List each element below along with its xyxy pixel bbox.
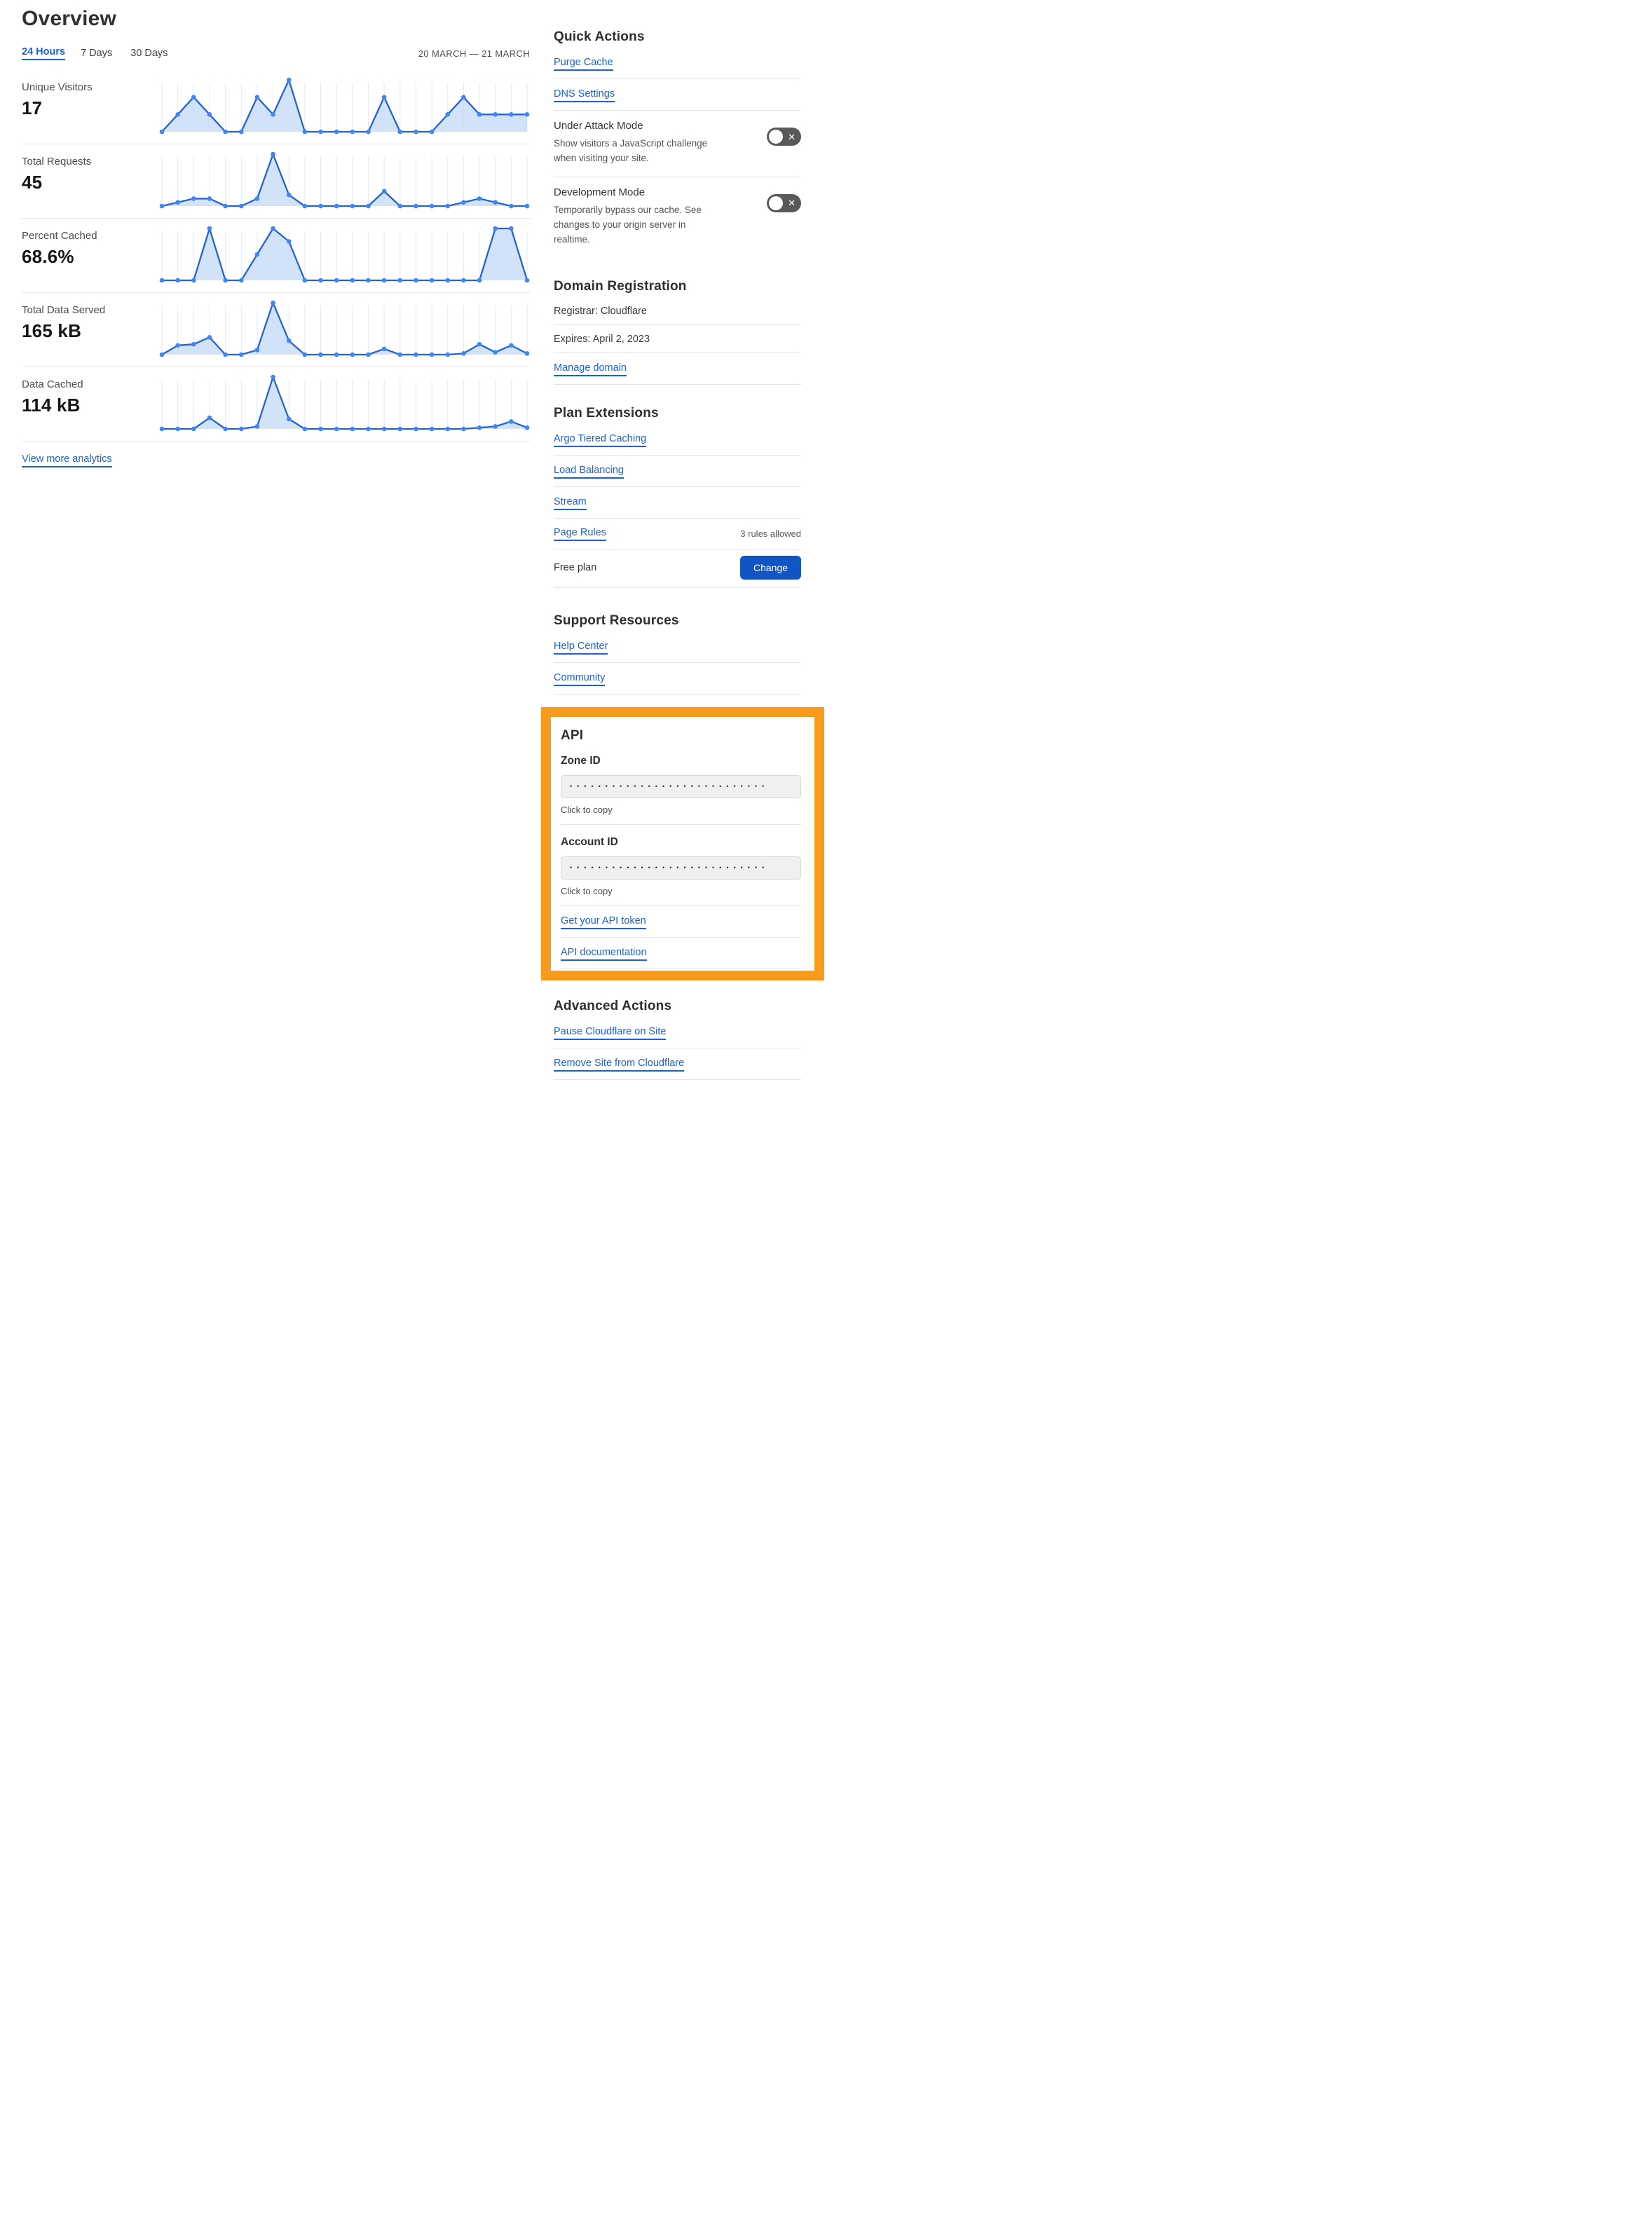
account-id-field[interactable]: •••••••••••••••••••••••••••• <box>561 856 801 880</box>
api-section-highlighted: API Zone ID ••••••••••••••••••••••••••••… <box>541 706 824 980</box>
purge-cache-link[interactable]: Purge Cache <box>554 57 613 71</box>
sparkline-chart-data-cached <box>159 370 530 440</box>
tab-7-days[interactable]: 7 Days <box>81 48 113 59</box>
metric-label: Total Data Served <box>22 304 106 316</box>
community-link[interactable]: Community <box>554 672 606 686</box>
page-rules-link[interactable]: Page Rules <box>554 527 606 541</box>
metric-value: 165 kB <box>22 320 82 341</box>
api-documentation-link[interactable]: API documentation <box>561 947 647 961</box>
metric-label: Data Cached <box>22 378 83 390</box>
change-plan-button[interactable]: Change <box>739 555 801 580</box>
zone-id-label: Zone ID <box>561 754 601 767</box>
metric-label: Percent Cached <box>22 230 97 242</box>
sparkline-chart-percent-cached <box>159 221 530 292</box>
sparkline-chart-total-requests <box>159 147 530 217</box>
free-plan-label: Free plan <box>554 561 597 573</box>
stream-link[interactable]: Stream <box>554 496 587 510</box>
under-attack-mode-toggle[interactable]: ✕ <box>767 128 801 146</box>
manage-domain-link[interactable]: Manage domain <box>554 362 627 376</box>
support-resources-heading: Support Resources <box>554 613 679 628</box>
tab-30-days[interactable]: 30 Days <box>130 48 168 59</box>
metric-value: 68.6% <box>22 246 74 267</box>
plan-row: Free plan Change <box>554 549 801 588</box>
metric-label: Unique Visitors <box>22 81 93 93</box>
metric-row-unique-visitors: Unique Visitors 17 <box>22 70 530 144</box>
view-more-analytics-link[interactable]: View more analytics <box>22 453 112 467</box>
metric-label: Total Requests <box>22 156 92 167</box>
registrar-info: Registrar: Cloudflare <box>554 297 801 325</box>
metric-value: 17 <box>22 97 43 118</box>
expires-info: Expires: April 2, 2023 <box>554 325 801 353</box>
masked-account-id-value: •••••••••••••••••••••••••••• <box>570 863 770 871</box>
development-mode-toggle[interactable]: ✕ <box>767 193 801 212</box>
toggle-knob <box>769 196 783 210</box>
help-center-link[interactable]: Help Center <box>554 641 608 655</box>
toggle-x-icon: ✕ <box>788 131 796 142</box>
load-balancing-link[interactable]: Load Balancing <box>554 465 624 479</box>
metric-value: 114 kB <box>22 395 81 416</box>
metrics-chart-list: Unique Visitors 17 Total Requests 45 Per… <box>22 70 530 442</box>
under-attack-mode-title: Under Attack Mode <box>554 120 643 132</box>
argo-tiered-caching-link[interactable]: Argo Tiered Caching <box>554 433 647 447</box>
metric-row-total-data-served: Total Data Served 165 kB <box>22 293 530 367</box>
remove-site-link[interactable]: Remove Site from Cloudflare <box>554 1058 685 1072</box>
metric-value: 45 <box>22 172 43 193</box>
sidebar: Quick Actions Purge Cache DNS Settings U… <box>541 0 824 1080</box>
advanced-actions-heading: Advanced Actions <box>554 998 672 1013</box>
metric-row-total-requests: Total Requests 45 <box>22 144 530 219</box>
metric-row-percent-cached: Percent Cached 68.6% <box>22 219 530 293</box>
under-attack-mode-description: Show visitors a JavaScript challenge whe… <box>554 138 708 163</box>
zone-id-copy-hint: Click to copy <box>561 805 801 825</box>
toggle-knob <box>769 130 783 144</box>
domain-registration-heading: Domain Registration <box>554 278 687 294</box>
dns-settings-link[interactable]: DNS Settings <box>554 88 615 102</box>
sparkline-chart-unique-visitors <box>159 73 530 143</box>
get-api-token-link[interactable]: Get your API token <box>561 915 646 929</box>
metric-row-data-cached: Data Cached 114 kB <box>22 367 530 442</box>
pause-cloudflare-link[interactable]: Pause Cloudflare on Site <box>554 1026 667 1040</box>
toggle-x-icon: ✕ <box>788 198 796 209</box>
sparkline-chart-total-data-served <box>159 296 530 366</box>
account-id-label: Account ID <box>561 835 618 848</box>
time-range-tabs: 24 Hours 7 Days 30 Days 20 MARCH — 21 MA… <box>22 46 530 60</box>
account-id-copy-hint: Click to copy <box>561 886 801 906</box>
rules-allowed-note: 3 rules allowed <box>740 528 801 540</box>
masked-zone-id-value: •••••••••••••••••••••••••••• <box>570 782 770 790</box>
analytics-overview-panel: Overview 24 Hours 7 Days 30 Days 20 MARC… <box>22 0 530 467</box>
tab-24-hours[interactable]: 24 Hours <box>22 46 66 60</box>
quick-actions-heading: Quick Actions <box>554 29 645 44</box>
plan-extensions-heading: Plan Extensions <box>554 405 659 420</box>
under-attack-mode-block: Under Attack Mode Show visitors a JavaSc… <box>554 111 801 177</box>
api-heading: API <box>561 727 584 743</box>
zone-id-field[interactable]: •••••••••••••••••••••••••••• <box>561 774 801 798</box>
page-title: Overview <box>22 7 117 30</box>
development-mode-block: Development Mode Temporarily bypass our … <box>554 177 801 258</box>
development-mode-description: Temporarily bypass our cache. See change… <box>554 204 702 245</box>
date-range-label: 20 MARCH — 21 MARCH <box>418 48 530 59</box>
development-mode-title: Development Mode <box>554 186 646 198</box>
